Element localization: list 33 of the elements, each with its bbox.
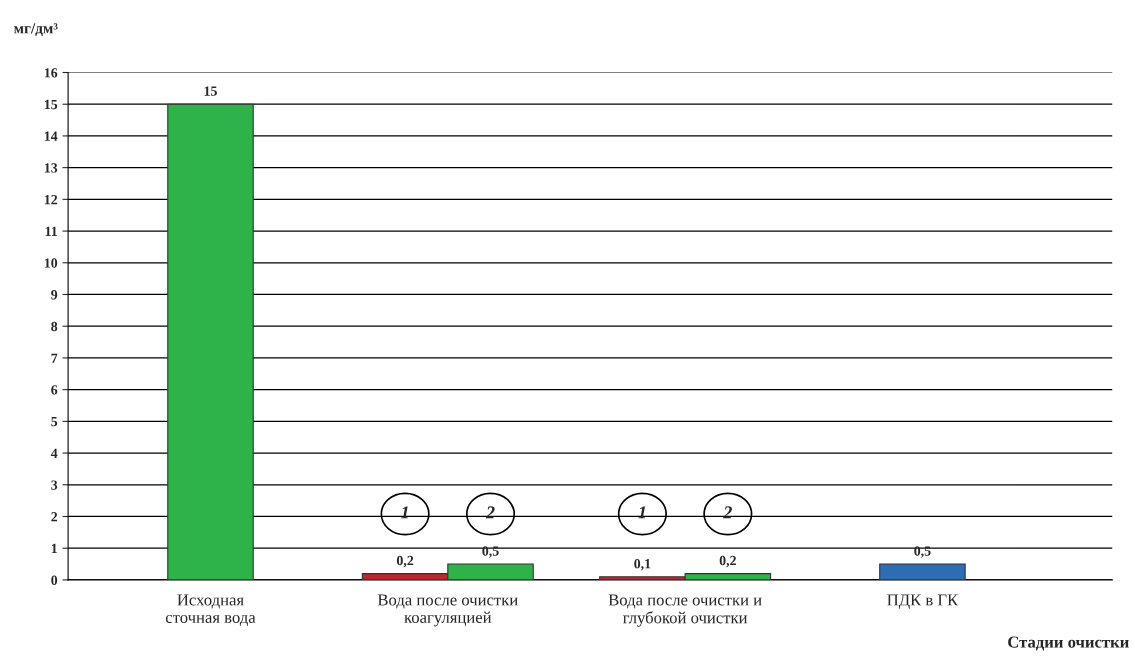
y-tick-label: 1: [51, 543, 57, 554]
y-tick-label: 6: [51, 385, 58, 395]
x-tick-label: Вода после очистки и глубокой очистки: [608, 594, 762, 627]
y-tick-label: 9: [51, 290, 58, 300]
y-tick-label: 8: [51, 321, 58, 332]
y-tick-label: 14: [44, 131, 58, 141]
y-tick-label: 4: [50, 448, 58, 458]
annotation: 1: [401, 506, 408, 519]
x-axis-title: Стадии очистки: [1008, 636, 1129, 651]
y-tick-label: 13: [44, 163, 58, 173]
data-label: 0,5: [482, 546, 499, 558]
annotation: 1: [638, 506, 646, 519]
x-tick-label: Вода после очистки коагуляцией: [377, 594, 518, 627]
y-tick-label: 11: [45, 226, 57, 236]
y-axis-title: мг/дм³: [14, 23, 58, 36]
annotation: 2: [485, 506, 495, 519]
data-label: 0,2: [719, 555, 736, 568]
x-tick-label: Исходная сточная вода: [165, 594, 256, 627]
data-label: 0,5: [914, 546, 931, 558]
y-tick-label: 7: [51, 353, 58, 363]
data-label: 0,2: [396, 555, 414, 568]
x-tick-label: ПДК в ГК: [887, 594, 959, 609]
y-tick-label: 5: [51, 417, 58, 427]
y-tick-label: 16: [44, 68, 58, 78]
data-label: 0,1: [634, 559, 651, 571]
annotation: 2: [723, 506, 732, 519]
y-tick-label: 10: [44, 258, 58, 268]
y-tick-label: 12: [44, 194, 58, 205]
y-tick-label: 15: [44, 99, 58, 110]
y-tick-label: 3: [51, 480, 58, 490]
data-label: 15: [204, 86, 217, 96]
y-tick-label: 0: [51, 575, 58, 585]
y-tick-label: 2: [51, 512, 58, 522]
